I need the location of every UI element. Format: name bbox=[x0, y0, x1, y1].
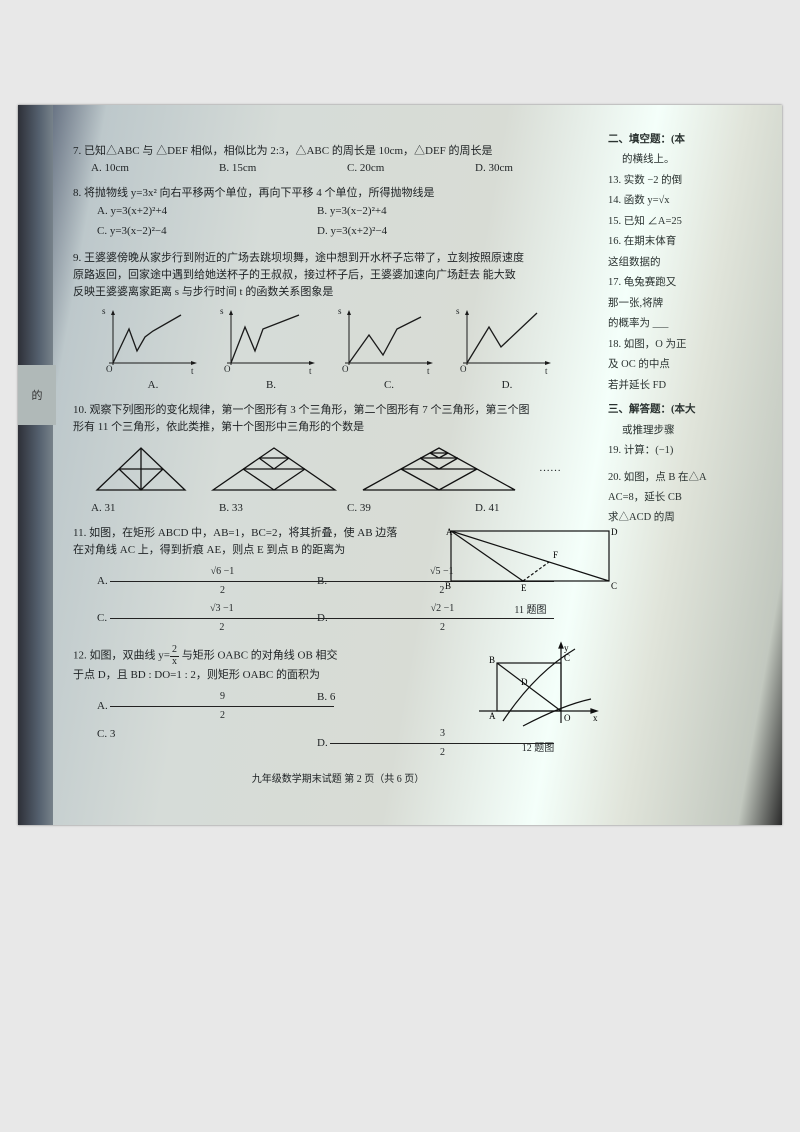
q10-opt-b: B. 33 bbox=[219, 500, 347, 517]
q9-opt-c: C. bbox=[339, 377, 439, 394]
q9-graph-b: s O t bbox=[221, 307, 321, 375]
item-15: 15. 已知 ∠A=25 bbox=[608, 212, 768, 232]
q10-line1: 10. 观察下列图形的变化规律，第一个图形有 3 个三角形，第二个图形有 7 个… bbox=[73, 402, 603, 419]
q9-opt-a: A. bbox=[103, 377, 203, 394]
item-13: 13. 实数 −2 的倒 bbox=[608, 171, 768, 191]
question-9: 9. 王婆婆傍晚从家步行到附近的广场去跳坝坝舞，途中想到开水杯子忘带了，立刻按照… bbox=[73, 250, 603, 394]
q12-opt-c: C. 3 bbox=[97, 725, 317, 762]
q12-figure: y x O A B C D 12 题图 bbox=[463, 641, 613, 757]
q10-opt-a: A. 31 bbox=[91, 500, 219, 517]
q9-line3: 反映王婆婆离家距离 s 与步行时间 t 的函数关系图象是 bbox=[73, 284, 603, 301]
section-3-heading: 三、解答题：(本大 bbox=[608, 400, 768, 420]
item-18b: 及 OC 的中点 bbox=[608, 355, 768, 375]
exam-photo: 的 7. 已知△ABC 与 △DEF 相似，相似比为 2:3，△ABC 的周长是… bbox=[18, 105, 782, 825]
q9-graph-a: s O t bbox=[103, 307, 203, 375]
q9-line1: 9. 王婆婆傍晚从家步行到附近的广场去跳坝坝舞，途中想到开水杯子忘带了，立刻按照… bbox=[73, 250, 603, 267]
q11-line1: 11. 如图，在矩形 ABCD 中，AB=1，BC=2，将其折叠，使 AB 边落 bbox=[73, 525, 433, 542]
q11-figure: A D B C E F 11 题图 bbox=[443, 525, 618, 619]
item-14: 14. 函数 y=√x bbox=[608, 191, 768, 211]
q11-caption: 11 题图 bbox=[443, 603, 618, 619]
q12-line1: 12. 如图，双曲线 y=2x 与矩形 OABC 的对角线 OB 相交 bbox=[73, 645, 433, 667]
q8-opt-b: B. y=3(x−2)²+4 bbox=[317, 202, 537, 222]
axis-x-label: t bbox=[191, 365, 194, 379]
item-16b: 这组数据的 bbox=[608, 253, 768, 273]
q11-opt-a: A. √6 −12 bbox=[97, 563, 317, 600]
q7-opt-d: D. 30cm bbox=[475, 160, 603, 177]
item-18a: 18. 如图，O 为正 bbox=[608, 335, 768, 355]
q12-opt-a: A. 92 bbox=[97, 688, 317, 725]
section-2-heading: 二、填空题：(本 bbox=[608, 130, 768, 150]
axis-origin: O bbox=[106, 363, 113, 377]
q8-options: A. y=3(x+2)²+4 B. y=3(x−2)²+4 C. y=3(x−2… bbox=[97, 202, 603, 242]
q7-stem: 7. 已知△ABC 与 △DEF 相似，相似比为 2:3，△ABC 的周长是 1… bbox=[73, 143, 603, 160]
item-16a: 16. 在期末体育 bbox=[608, 232, 768, 252]
q7-opt-c: C. 20cm bbox=[347, 160, 475, 177]
q9-opt-b: B. bbox=[221, 377, 321, 394]
svg-text:y: y bbox=[564, 643, 569, 653]
q10-dots: …… bbox=[539, 460, 561, 477]
svg-text:O: O bbox=[564, 713, 571, 723]
question-12: 12. 如图，双曲线 y=2x 与矩形 OABC 的对角线 OB 相交 于点 D… bbox=[73, 645, 603, 762]
fold-shadow bbox=[18, 105, 53, 825]
svg-text:B: B bbox=[489, 655, 495, 665]
q8-opt-c: C. y=3(x−2)²−4 bbox=[97, 222, 317, 242]
tri-fig-3 bbox=[359, 444, 519, 494]
tri-fig-2 bbox=[209, 444, 339, 494]
item-17b: 那一张,将牌 bbox=[608, 294, 768, 314]
tri-fig-1 bbox=[93, 444, 189, 494]
left-page-fragment: 的 bbox=[18, 365, 56, 425]
svg-text:A: A bbox=[446, 527, 453, 537]
q10-figures: …… bbox=[93, 444, 603, 494]
svg-text:C: C bbox=[564, 653, 570, 663]
page-footer: 九年级数学期末试题 第 2 页（共 6 页） bbox=[73, 770, 603, 785]
item-20c: 求△ACD 的周 bbox=[608, 508, 768, 528]
q8-stem: 8. 将抛物线 y=3x² 向右平移两个单位，再向下平移 4 个单位，所得抛物线… bbox=[73, 185, 603, 202]
q9-graphs: s O t s O t bbox=[103, 307, 603, 375]
svg-text:x: x bbox=[593, 713, 598, 723]
q7-opt-a: A. 10cm bbox=[91, 160, 219, 177]
svg-text:E: E bbox=[521, 583, 527, 593]
item-19: 19. 计算：(−1) bbox=[608, 441, 768, 461]
item-20a: 20. 如图，点 B 在△A bbox=[608, 468, 768, 488]
q11-line2: 在对角线 AC 上，得到折痕 AE，则点 E 到点 B 的距离为 bbox=[73, 542, 433, 559]
axis-y-label: s bbox=[102, 305, 106, 319]
q9-line2: 原路返回，回家途中遇到给她送杯子的王叔叔，接过杯子后，王婆婆加速向广场赶去 能大… bbox=[73, 267, 603, 284]
q12-line2: 于点 D，且 BD : DO=1 : 2，则矩形 OABC 的面积为 bbox=[73, 667, 433, 684]
q10-line2: 形有 11 个三角形，依此类推，第十个图形中三角形的个数是 bbox=[73, 419, 603, 436]
question-11: 11. 如图，在矩形 ABCD 中，AB=1，BC=2，将其折叠，使 AB 边落… bbox=[73, 525, 603, 637]
item-20b: AC=8，延长 CB bbox=[608, 488, 768, 508]
q9-opt-d: D. bbox=[457, 377, 557, 394]
svg-text:A: A bbox=[489, 711, 496, 721]
q10-opt-c: C. 39 bbox=[347, 500, 475, 517]
q7-options: A. 10cm B. 15cm C. 20cm D. 30cm bbox=[91, 160, 603, 177]
question-8: 8. 将抛物线 y=3x² 向右平移两个单位，再向下平移 4 个单位，所得抛物线… bbox=[73, 185, 603, 242]
q8-opt-a: A. y=3(x+2)²+4 bbox=[97, 202, 317, 222]
q9-graph-c: s O t bbox=[339, 307, 439, 375]
item-17a: 17. 龟兔赛跑又 bbox=[608, 273, 768, 293]
item-18c: 若并延长 FD bbox=[608, 376, 768, 396]
q12-caption: 12 题图 bbox=[463, 741, 613, 757]
question-10: 10. 观察下列图形的变化规律，第一个图形有 3 个三角形，第二个图形有 7 个… bbox=[73, 402, 603, 517]
document-page: 的 7. 已知△ABC 与 △DEF 相似，相似比为 2:3，△ABC 的周长是… bbox=[0, 0, 800, 1132]
item-17c: 的概率为 ___ bbox=[608, 314, 768, 334]
q9-labels: A. B. C. D. bbox=[103, 377, 603, 394]
q9-graph-d: s O t bbox=[457, 307, 557, 375]
graph-a-svg bbox=[103, 307, 203, 375]
q7-opt-b: B. 15cm bbox=[219, 160, 347, 177]
q8-opt-d: D. y=3(x+2)²−4 bbox=[317, 222, 537, 242]
svg-text:B: B bbox=[445, 581, 451, 591]
svg-text:C: C bbox=[611, 581, 617, 591]
q10-opt-d: D. 41 bbox=[475, 500, 603, 517]
svg-text:F: F bbox=[553, 550, 558, 560]
q11-opt-c: C. √3 −12 bbox=[97, 600, 317, 637]
svg-text:D: D bbox=[521, 677, 528, 687]
right-column-fragment: 二、填空题：(本 的横线上。 13. 实数 −2 的倒 14. 函数 y=√x … bbox=[608, 130, 768, 529]
question-7: 7. 已知△ABC 与 △DEF 相似，相似比为 2:3，△ABC 的周长是 1… bbox=[73, 143, 603, 177]
q10-options: A. 31 B. 33 C. 39 D. 41 bbox=[91, 500, 603, 517]
